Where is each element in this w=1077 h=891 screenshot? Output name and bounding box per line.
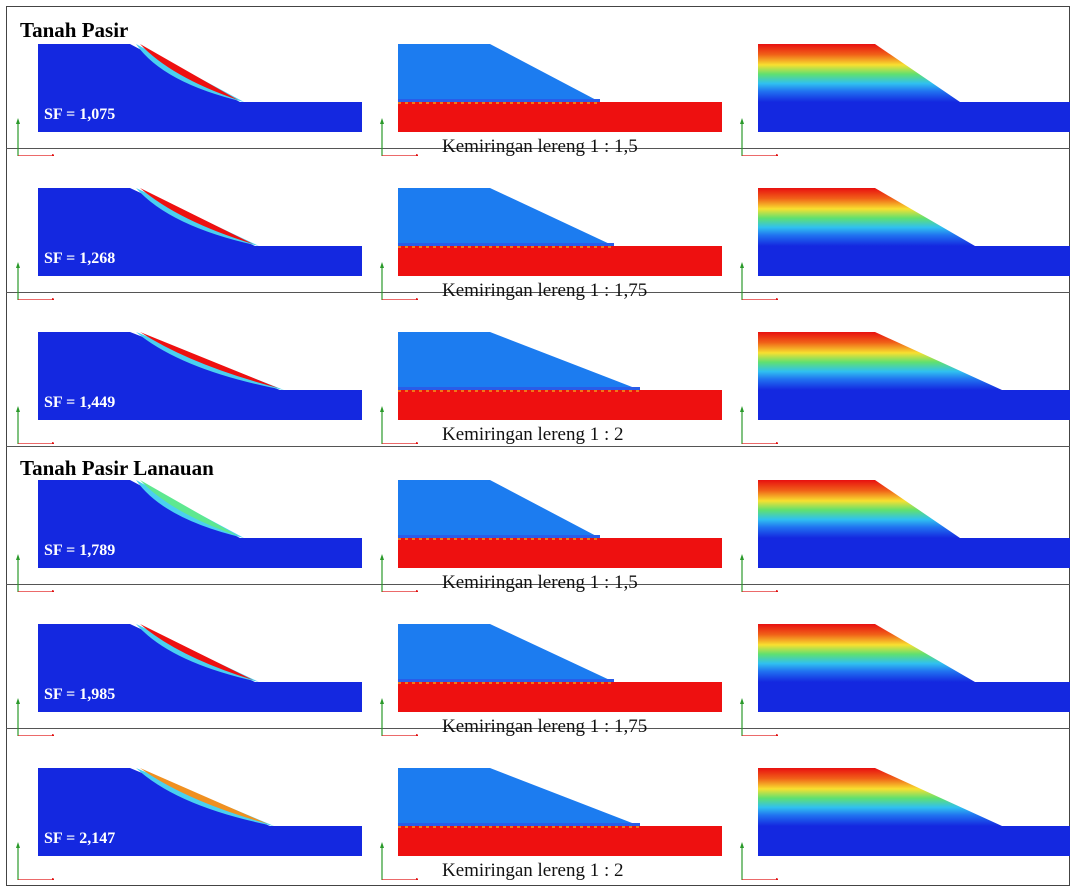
slope-ratio-caption: Kemiringan lereng 1 : 2 [442,860,624,881]
axis-triad-icon [16,406,54,444]
row-divider [6,584,1070,585]
slope-ratio-caption: Kemiringan lereng 1 : 1,5 [442,572,638,593]
slope-ratio-caption: Kemiringan lereng 1 : 1,75 [442,280,648,301]
axis-triad-icon [16,698,54,736]
safety-factor-label: SF = 1,789 [44,542,116,559]
safety-factor-label: SF = 1,268 [44,250,116,267]
axis-triad-icon [16,262,54,300]
row-divider [6,446,1070,447]
axis-triad-icon [740,554,778,592]
axis-triad-icon [740,118,778,156]
axis-triad-icon [380,262,418,300]
safety-factor-label: SF = 2,147 [44,830,116,847]
axis-triad-icon [380,554,418,592]
axis-triad-icon [380,406,418,444]
axis-triad-icon [740,262,778,300]
axis-triad-icon [16,554,54,592]
safety-factor-label: SF = 1,449 [44,394,116,411]
safety-factor-label: SF = 1,985 [44,686,116,703]
group-title: Tanah Pasir [20,18,129,42]
axis-triad-icon [16,842,54,880]
row-divider [6,728,1070,729]
slope-ratio-caption: Kemiringan lereng 1 : 1,5 [442,136,638,157]
slope-ratio-caption: Kemiringan lereng 1 : 2 [442,424,624,445]
group-title: Tanah Pasir Lanauan [20,456,214,480]
safety-factor-label: SF = 1,075 [44,106,116,123]
row-divider [6,148,1070,149]
axis-triad-icon [740,698,778,736]
axis-triad-icon [380,118,418,156]
row-divider [6,292,1070,293]
axis-triad-icon [16,118,54,156]
axis-triad-icon [740,406,778,444]
axis-triad-icon [380,698,418,736]
axis-triad-icon [380,842,418,880]
slope-ratio-caption: Kemiringan lereng 1 : 1,75 [442,716,648,737]
axis-triad-icon [740,842,778,880]
